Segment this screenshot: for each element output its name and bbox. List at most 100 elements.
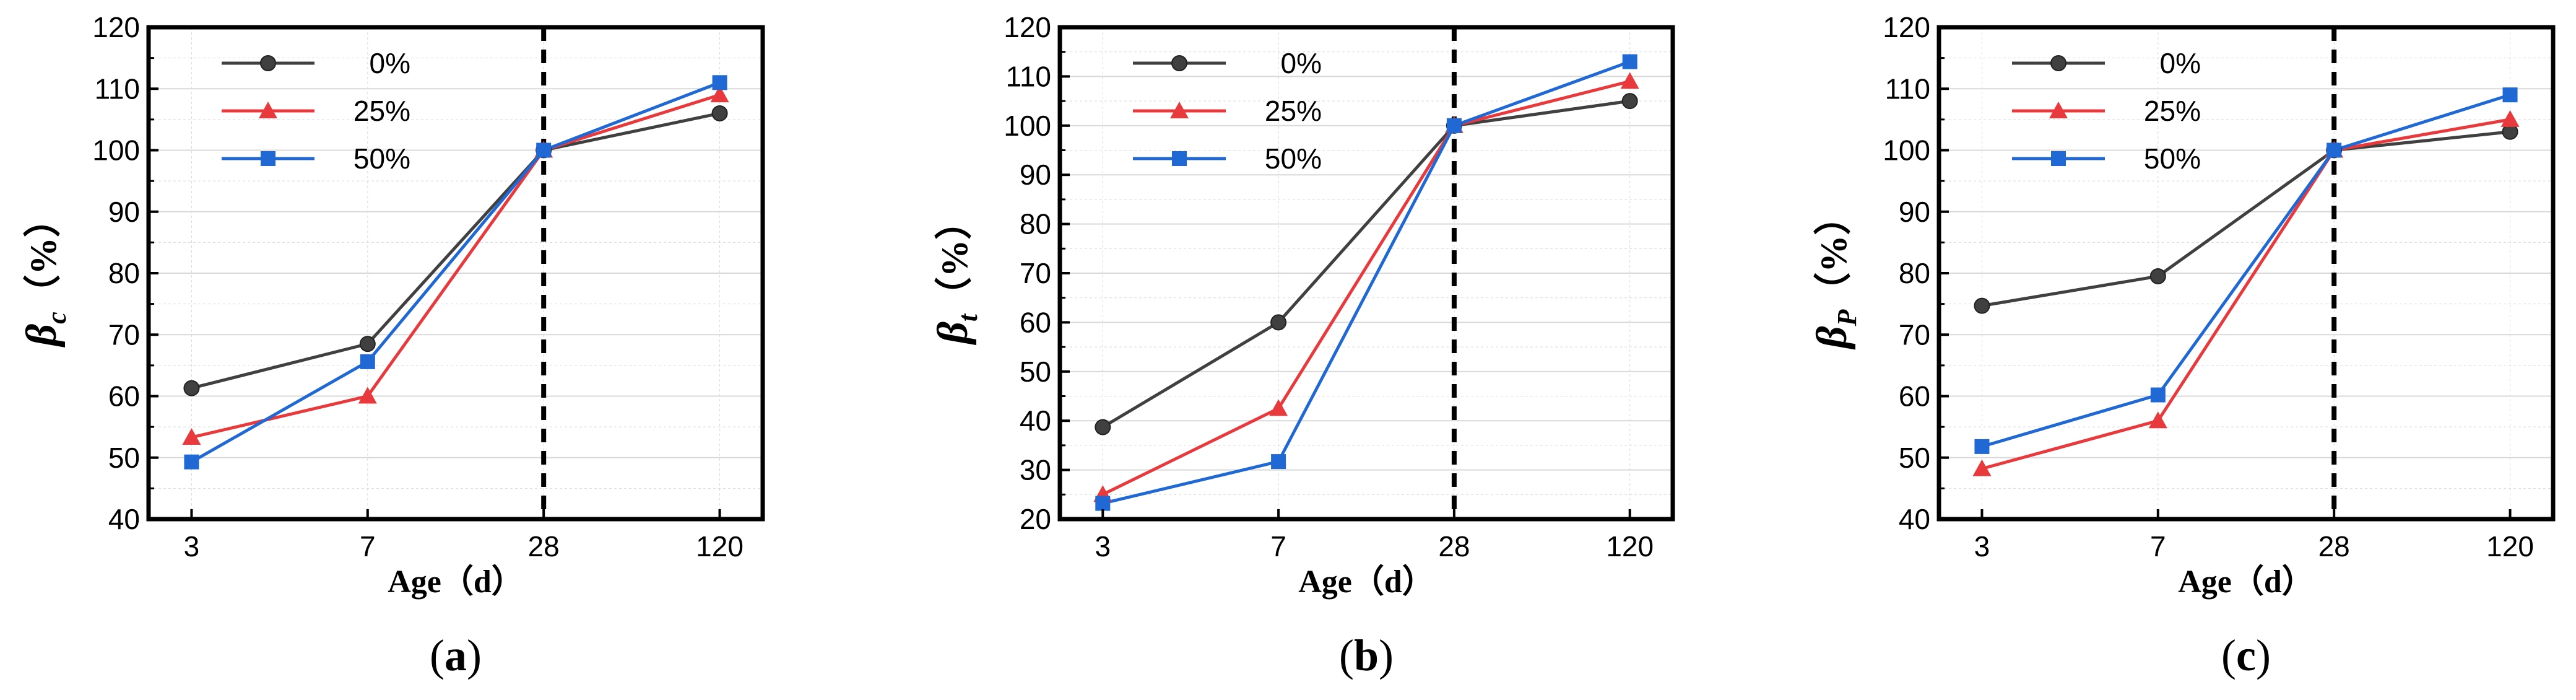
y-tick-label: 20 (1020, 503, 1051, 535)
data-point (2148, 411, 2167, 429)
legend-swatch-marker (1172, 151, 1187, 166)
data-point (1972, 459, 1992, 476)
data-point (2500, 110, 2520, 127)
chart-panel-a: 40 50 60 70 80 90 100 110 120 3 7 28 120 Age（d） βc（%） 0… (18, 11, 765, 680)
legend-label: 0% (1281, 47, 1322, 79)
series-line (191, 112, 721, 390)
y-tick-label: 100 (1883, 134, 1930, 167)
data-point (2149, 268, 2166, 284)
y-tick-label: 100 (92, 134, 140, 167)
x-tick-label: 7 (360, 530, 376, 562)
data-point (1095, 496, 1111, 511)
x-tick-label: 7 (2150, 530, 2166, 562)
data-point (710, 85, 729, 103)
data-point (183, 380, 200, 396)
y-axis-unit: （%） (1813, 198, 1854, 310)
y-tick-label: 40 (1899, 503, 1930, 535)
data-point (1269, 399, 1288, 416)
data-point (711, 105, 728, 121)
y-tick-label: 110 (1006, 60, 1051, 92)
y-axis-symbol: β (1808, 326, 1856, 350)
y-tick-label: 60 (1899, 380, 1930, 413)
data-point (2327, 142, 2342, 158)
data-point (1620, 72, 1639, 89)
legend-swatch-marker (2051, 151, 2066, 166)
legend-swatch-marker (2050, 55, 2066, 71)
legend-swatch-marker (261, 151, 275, 166)
data-point (1446, 118, 1462, 133)
y-tick-label: 110 (95, 72, 140, 105)
data-point (360, 354, 375, 369)
y-tick-label: 50 (1020, 356, 1051, 388)
legend-label: 25% (2144, 95, 2201, 127)
x-axis-label: Age（d） (1298, 564, 1434, 600)
x-tick-label: 28 (2318, 530, 2350, 562)
legend-swatch-marker (260, 55, 276, 71)
y-axis-label: βt（%） (929, 203, 983, 346)
y-tick-label: 60 (108, 380, 140, 413)
series-line (1981, 118, 2510, 471)
x-axis-label: Age（d） (2178, 564, 2314, 600)
x-tick-label: 120 (2486, 530, 2534, 562)
panel-label: (a) (430, 631, 482, 680)
y-axis-unit: （%） (22, 200, 64, 312)
legend-label: 0% (370, 47, 410, 79)
data-point (1622, 54, 1637, 69)
legend-label: 25% (353, 95, 410, 127)
chart-panel-b: 20 30 40 50 60 70 80 90 100 110 120 3 7 28 120 Age（d） βt… (929, 11, 1675, 680)
legend-label: 50% (1265, 142, 1322, 175)
series-line (191, 81, 721, 463)
x-tick-label: 28 (528, 530, 560, 562)
data-point (184, 454, 199, 470)
x-tick-label: 3 (1974, 530, 1990, 562)
legend: 0% 25% 50% (1133, 47, 1322, 175)
legend-label: 0% (2160, 47, 2201, 79)
data-point (359, 336, 376, 352)
y-tick-label: 80 (1899, 257, 1930, 289)
y-tick-label: 50 (1899, 442, 1930, 474)
y-tick-label: 40 (108, 503, 140, 535)
legend-label: 50% (2144, 142, 2201, 175)
y-axis-label: βc（%） (18, 200, 72, 348)
panel-label: (b) (1339, 631, 1394, 680)
legend-swatch-marker (259, 102, 277, 118)
data-point (1271, 454, 1286, 470)
y-tick-label: 110 (1885, 72, 1930, 105)
y-tick-label: 30 (1020, 454, 1051, 486)
x-tick-label: 28 (1438, 530, 1470, 562)
data-point (1270, 314, 1287, 331)
y-tick-label: 90 (108, 196, 140, 228)
legend-swatch-marker (1171, 55, 1187, 71)
y-tick-label: 90 (1899, 196, 1930, 228)
series-line (1102, 99, 1631, 429)
panel-letter: a (445, 631, 467, 680)
data-point (1095, 419, 1111, 435)
data-point (536, 142, 552, 158)
data-point (1621, 93, 1638, 110)
series-line (191, 93, 721, 439)
y-axis-symbol: β (18, 324, 66, 348)
y-axis-symbol: β (929, 322, 977, 346)
data-point (182, 427, 201, 445)
y-tick-label: 70 (1899, 318, 1930, 351)
legend: 0% 25% 50% (222, 47, 410, 175)
legend: 0% 25% 50% (2012, 47, 2201, 175)
y-axis-subscript: t (953, 313, 983, 322)
y-tick-label: 100 (1004, 110, 1051, 142)
data-point (2502, 87, 2518, 103)
series-line (1981, 93, 2511, 448)
y-tick-label: 50 (108, 442, 140, 474)
legend-label: 25% (1265, 95, 1322, 127)
y-tick-label: 40 (1020, 405, 1051, 437)
y-axis-subscript: c (41, 312, 72, 324)
y-axis-unit: （%） (934, 203, 975, 314)
data-point (712, 75, 727, 90)
panel-letter: c (2236, 631, 2256, 680)
legend-label: 50% (353, 142, 410, 175)
data-point (1974, 439, 1990, 454)
data-point (1974, 297, 1990, 314)
x-axis-label: Age（d） (388, 564, 524, 600)
x-tick-label: 3 (1095, 530, 1111, 562)
y-tick-label: 90 (1020, 159, 1051, 191)
